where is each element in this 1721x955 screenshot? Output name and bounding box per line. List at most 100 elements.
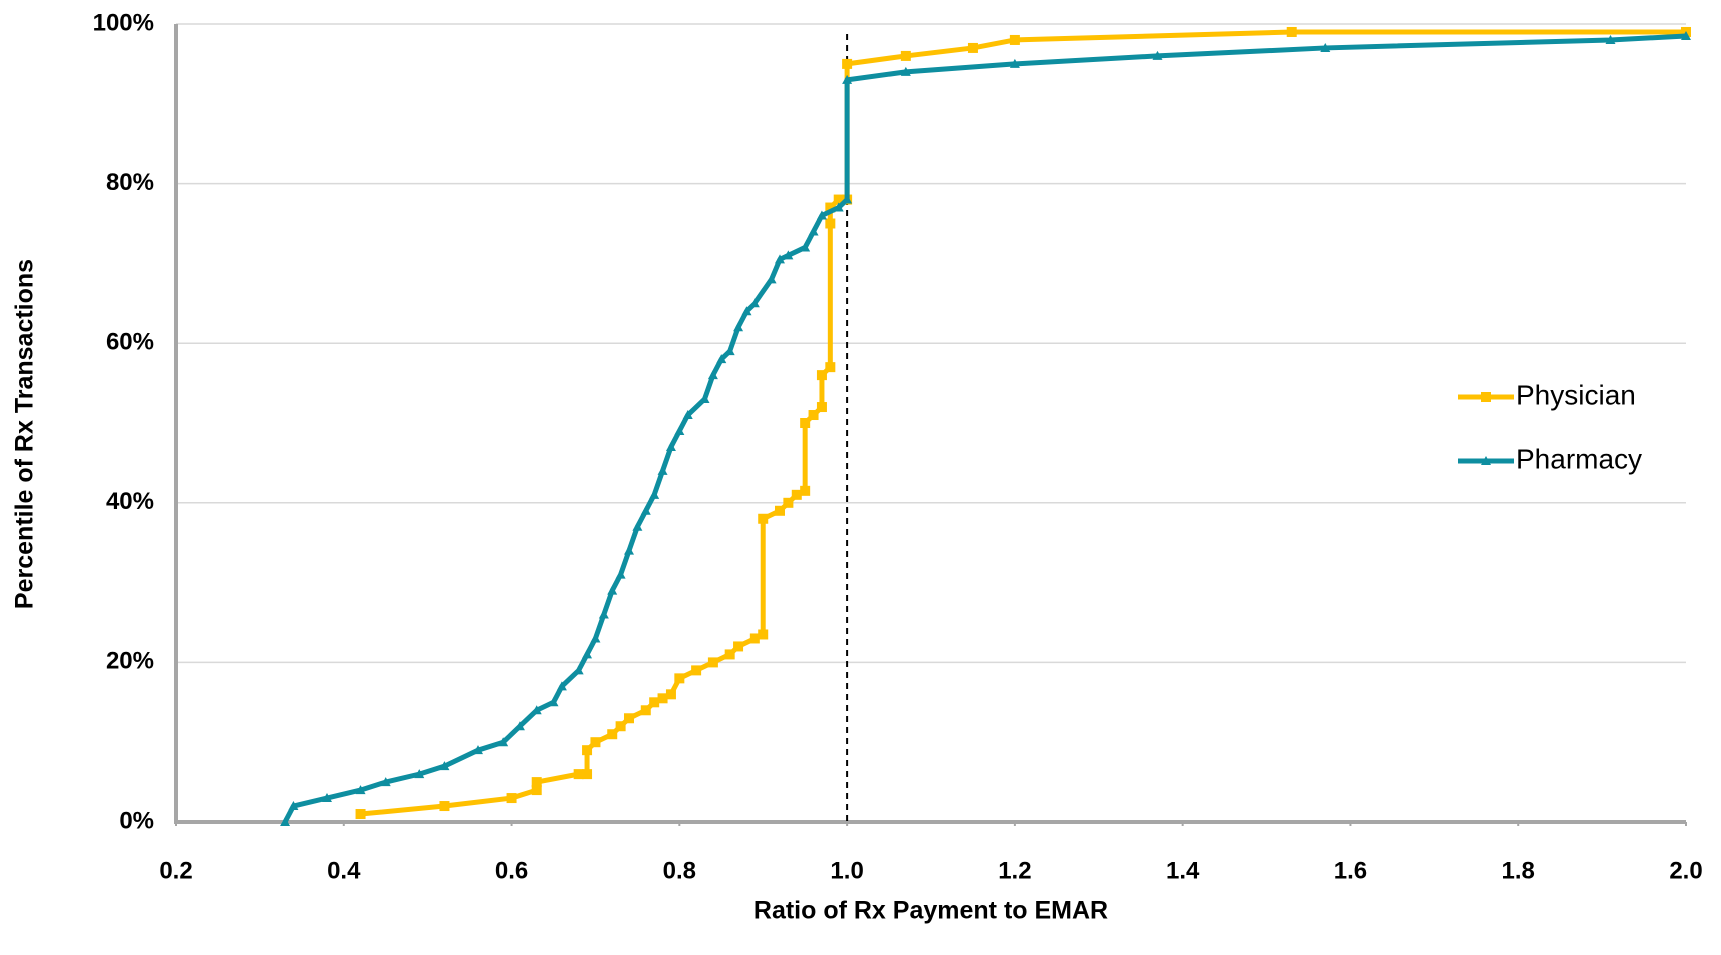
marker [724,649,735,660]
x-tick-label: 0.8 [663,857,696,884]
marker [573,665,584,675]
marker [380,777,391,787]
marker [707,657,718,668]
x-axis-title: Ratio of Rx Payment to EMAR [754,897,1108,925]
marker [624,713,634,724]
y-axis-title: Percentile of Rx Transactions [11,259,39,609]
marker [900,66,911,76]
marker [665,441,676,451]
marker [707,370,718,380]
marker [808,410,819,421]
marker [1152,50,1163,60]
marker [842,74,853,84]
y-tick-label: 0% [119,807,154,834]
marker [775,254,785,264]
marker [514,721,525,731]
x-tick-label: 2.0 [1669,857,1702,884]
x-tick-label: 0.2 [159,857,192,884]
marker [716,354,727,364]
marker [439,801,450,812]
y-tick-label: 100% [93,9,154,36]
marker [632,521,643,531]
marker [665,689,676,700]
marker [615,721,626,732]
marker [288,801,299,811]
x-tick-label: 1.8 [1502,857,1535,884]
marker [531,705,542,715]
marker [791,489,802,500]
marker [816,370,827,381]
marker [598,609,609,619]
marker [783,497,794,508]
marker [355,785,366,795]
legend-label: Pharmacy [1516,443,1642,474]
marker [640,505,651,515]
marker [758,629,769,640]
line [282,33,1687,824]
marker [322,793,332,803]
marker [825,362,836,373]
marker [531,785,542,796]
marker [582,649,593,659]
marker [414,769,425,779]
marker [833,194,844,205]
marker [556,681,567,691]
marker [825,218,836,229]
y-tick-label: 40% [106,488,154,515]
x-tick-label: 1.2 [998,857,1031,884]
marker [624,545,634,555]
marker [657,465,668,475]
marker [682,410,693,420]
marker [775,505,785,516]
marker [582,769,593,780]
marker [439,761,450,771]
marker [548,697,559,707]
marker [766,274,777,284]
marker [607,585,618,595]
marker [582,745,593,756]
marker [615,569,626,579]
marker [1481,456,1491,465]
marker [816,210,827,220]
marker [573,769,584,780]
marker [833,202,844,212]
marker [473,745,483,755]
marker [733,641,744,652]
marker [825,202,836,213]
marker [816,402,827,413]
marker [531,777,542,788]
marker [808,226,819,236]
marker [674,673,685,684]
marker [1286,26,1297,37]
marker [842,58,853,69]
marker [498,737,509,747]
marker [640,705,651,716]
marker [733,322,744,332]
marker [1681,30,1691,40]
marker [355,809,366,820]
marker [1481,392,1491,402]
marker [749,633,760,644]
marker [800,485,811,496]
marker [657,693,668,704]
marker [967,42,978,53]
line [360,29,1686,817]
y-tick-label: 80% [106,169,154,196]
marker [674,425,685,435]
marker [607,729,618,740]
y-tick-label: 60% [106,329,154,356]
marker [1009,58,1020,68]
marker [590,737,601,748]
marker [783,250,794,260]
marker [280,817,291,826]
y-tick-label: 20% [106,648,154,675]
marker [741,306,752,316]
marker [724,346,735,356]
marker [1605,34,1616,44]
marker [699,394,710,404]
marker [649,489,660,499]
marker [590,633,601,643]
marker [1009,34,1020,45]
x-tick-label: 0.4 [327,857,361,884]
